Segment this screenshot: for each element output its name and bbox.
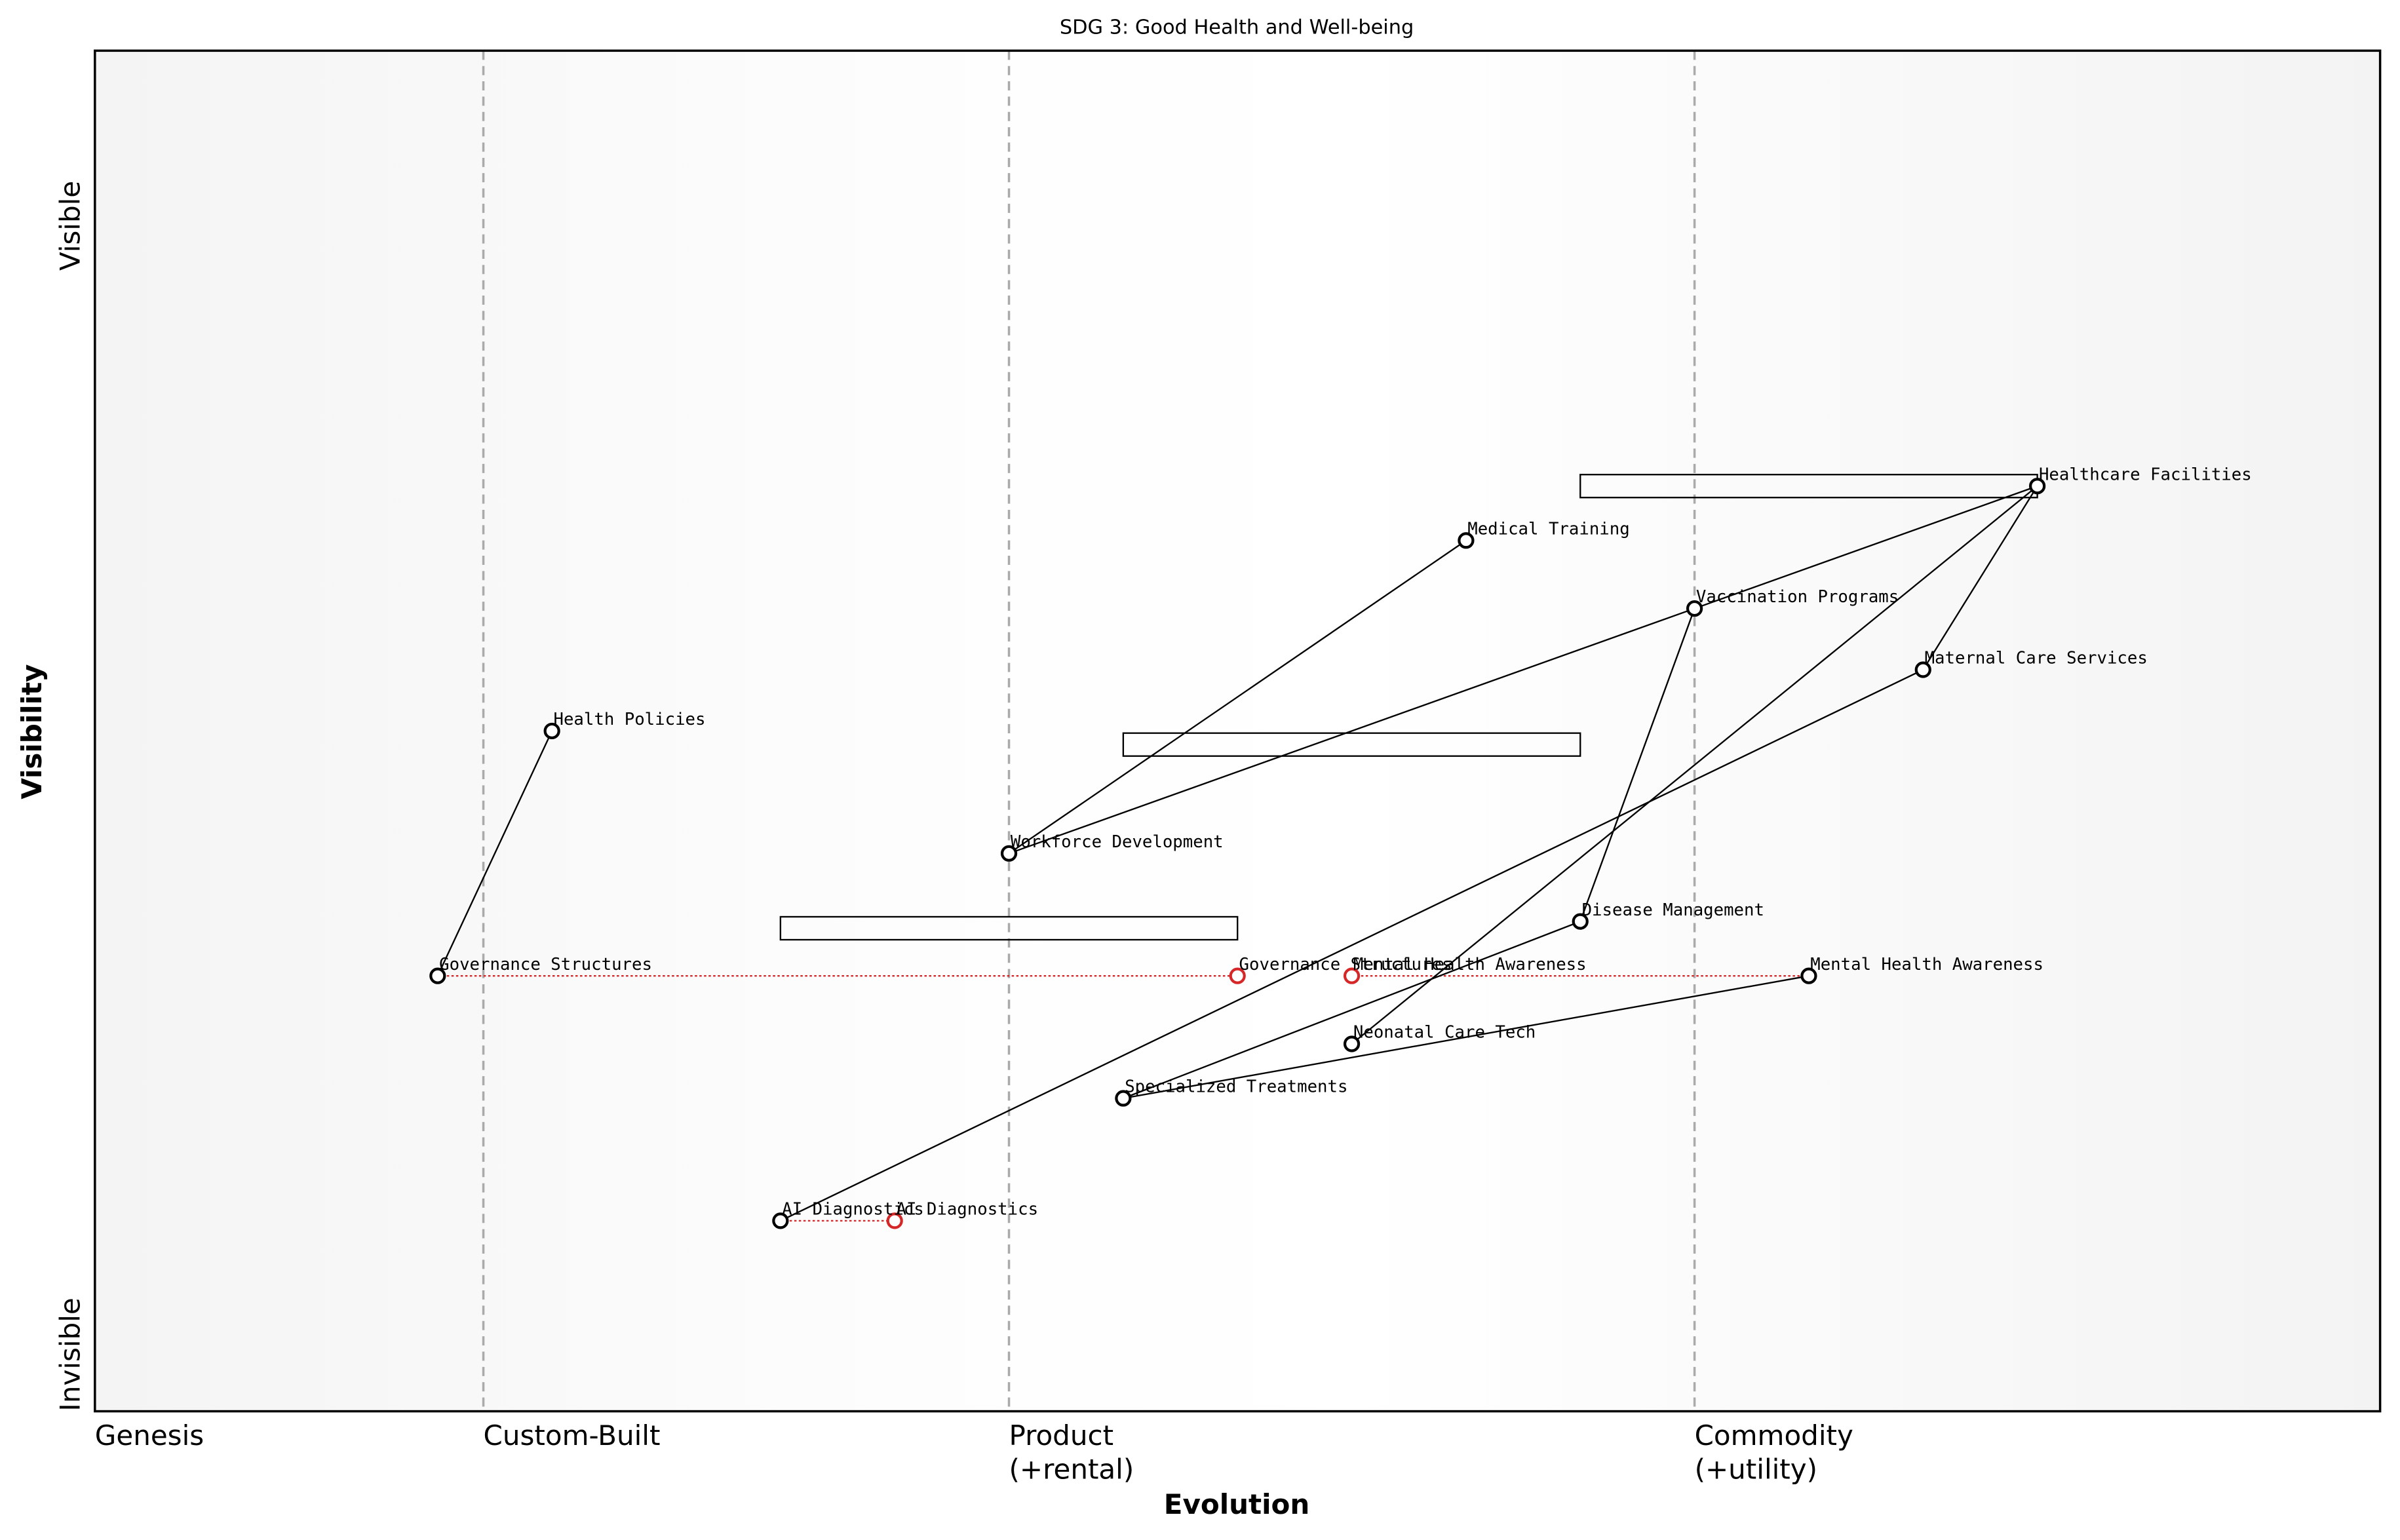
link bbox=[1123, 921, 1581, 1100]
node bbox=[1914, 661, 1931, 678]
node bbox=[1343, 1035, 1361, 1052]
node-label: Disease Management bbox=[1582, 900, 1764, 920]
node bbox=[1800, 967, 1817, 984]
chart-title: SDG 3: Good Health and Well-being bbox=[1060, 16, 1414, 39]
plot-background bbox=[94, 50, 2380, 1412]
link bbox=[1009, 607, 1695, 855]
evolve-label: AI Diagnostics bbox=[897, 1200, 1039, 1220]
evolve-marker bbox=[1229, 967, 1246, 984]
y-axis-title: Visibility bbox=[16, 664, 48, 799]
x-tick-label: Custom-Built bbox=[484, 1419, 661, 1452]
link bbox=[436, 730, 553, 976]
x-tick-label-line: Product bbox=[1009, 1419, 1114, 1452]
node-label: Vaccination Programs bbox=[1696, 587, 1899, 607]
pipeline bbox=[1122, 732, 1581, 757]
node-label: Neonatal Care Tech bbox=[1353, 1023, 1536, 1043]
x-tick-label: Product (+rental) bbox=[1009, 1419, 1134, 1485]
link bbox=[1351, 485, 2038, 1045]
x-tick-label: Genesis bbox=[95, 1419, 204, 1452]
node-label: AI Diagnostics bbox=[782, 1200, 924, 1220]
node bbox=[1458, 532, 1475, 549]
link bbox=[1694, 485, 2038, 609]
node-label: Governance Structures bbox=[439, 955, 652, 974]
node bbox=[543, 722, 560, 740]
node bbox=[2029, 478, 2046, 495]
node-label: Mental Health Awareness bbox=[1810, 955, 2043, 974]
x-tick-label-line: Custom-Built bbox=[484, 1419, 661, 1452]
plot-frame bbox=[94, 49, 2382, 1413]
y-tick-label: Visible bbox=[54, 181, 86, 271]
node bbox=[1115, 1090, 1132, 1107]
link bbox=[780, 668, 1924, 1222]
x-tick-label-line: Commodity bbox=[1695, 1419, 1853, 1452]
link bbox=[1579, 608, 1695, 922]
link bbox=[1008, 539, 1467, 855]
node bbox=[1686, 600, 1703, 617]
node-label: Specialized Treatments bbox=[1125, 1077, 1347, 1097]
node-label: Workforce Development bbox=[1011, 832, 1224, 852]
node bbox=[429, 967, 446, 984]
node-label: Maternal Care Services bbox=[1925, 649, 2148, 668]
evolve-marker bbox=[1343, 967, 1361, 984]
pipeline bbox=[779, 915, 1239, 941]
node bbox=[1000, 845, 1018, 862]
evolve-marker bbox=[886, 1212, 903, 1229]
link bbox=[1922, 486, 2038, 670]
node bbox=[772, 1212, 789, 1229]
x-tick-label: Commodity (+utility) bbox=[1695, 1419, 1853, 1485]
node-label: Medical Training bbox=[1467, 519, 1629, 539]
node-label: Health Policies bbox=[554, 710, 706, 729]
y-tick-label: Invisible bbox=[54, 1298, 86, 1411]
evolve-label: Mental Health Awareness bbox=[1353, 955, 1587, 974]
x-tick-label-line: (+rental) bbox=[1009, 1453, 1134, 1485]
node bbox=[1572, 913, 1589, 930]
node-label: Healthcare Facilities bbox=[2039, 465, 2252, 484]
x-tick-label-line: Genesis bbox=[95, 1419, 204, 1452]
x-axis-title: Evolution bbox=[1164, 1488, 1310, 1520]
x-tick-label-line: (+utility) bbox=[1695, 1453, 1817, 1485]
link bbox=[1123, 975, 1810, 1100]
